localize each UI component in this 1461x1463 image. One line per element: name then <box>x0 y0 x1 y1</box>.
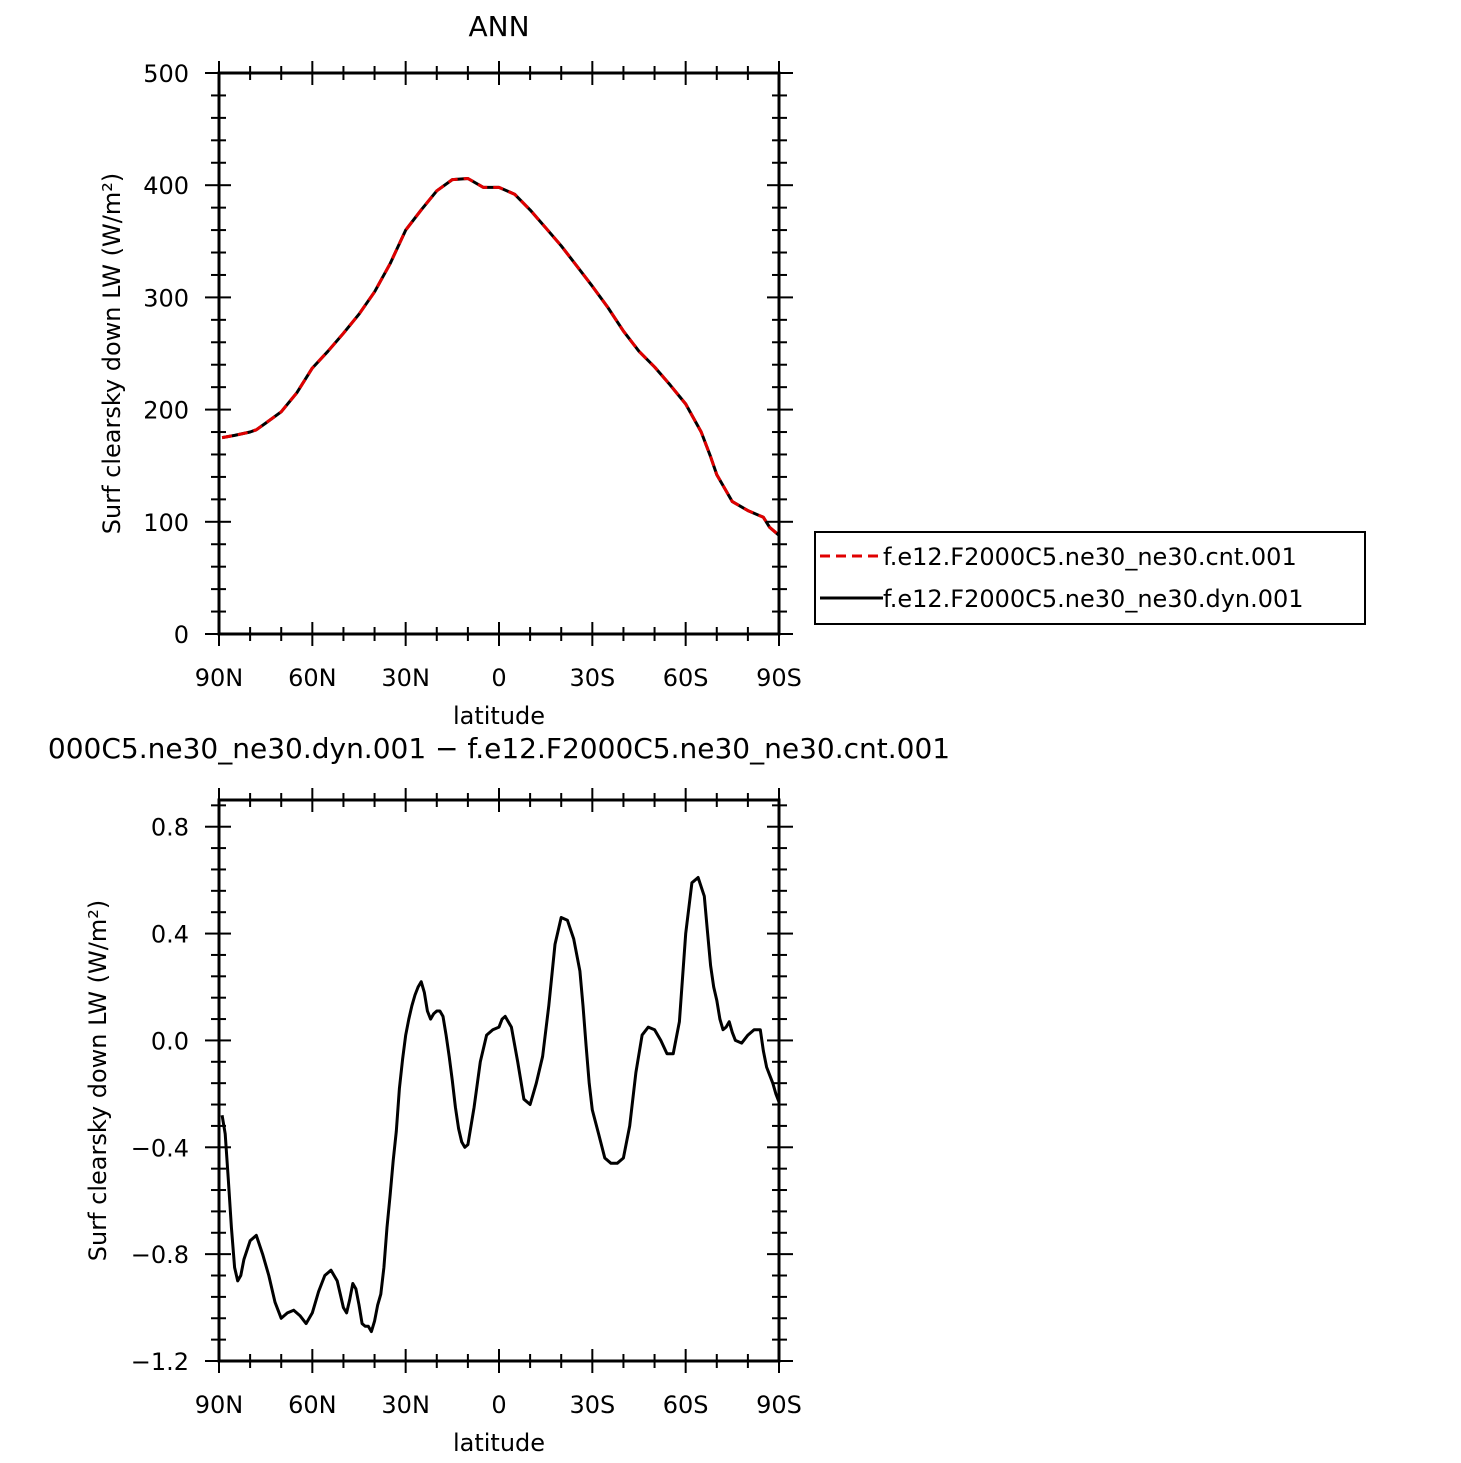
x-tick-label: 90S <box>756 664 802 692</box>
x-tick-label: 90N <box>195 664 244 692</box>
y-tick-label: −0.8 <box>131 1241 189 1269</box>
y-tick-label: 500 <box>143 60 189 88</box>
y-tick-label: −1.2 <box>131 1348 189 1376</box>
x-tick-label: 90N <box>195 1391 244 1419</box>
x-tick-label: 60N <box>288 1391 337 1419</box>
y-axis-title: Surf clearsky down LW (W/m²) <box>84 900 112 1261</box>
series-line-1-0 <box>220 876 781 1334</box>
y-tick-label: 200 <box>143 397 189 425</box>
x-axis-title: latitude <box>453 1429 545 1457</box>
plot-frame-0 <box>217 71 781 636</box>
legend-label-0: f.e12.F2000C5.ne30_ne30.cnt.001 <box>883 543 1297 571</box>
legend-box <box>814 531 1366 625</box>
series-line-0-0 <box>221 177 780 537</box>
y-tick-label: 0 <box>174 621 189 649</box>
x-tick-label: 60S <box>663 664 709 692</box>
x-tick-label: 0 <box>491 664 506 692</box>
x-tick-label: 0 <box>491 1391 506 1419</box>
y-tick-label: 0.4 <box>151 921 189 949</box>
y-axis-title: Surf clearsky down LW (W/m²) <box>98 173 126 534</box>
y-tick-label: 300 <box>143 284 189 312</box>
x-tick-label: 60N <box>288 664 337 692</box>
y-tick-label: 400 <box>143 172 189 200</box>
x-tick-label: 30S <box>569 664 615 692</box>
x-tick-label: 30N <box>381 664 430 692</box>
x-tick-label: 60S <box>663 1391 709 1419</box>
legend: f.e12.F2000C5.ne30_ne30.cnt.001 f.e12.F20… <box>814 531 1366 625</box>
y-tick-label: 0.8 <box>151 814 189 842</box>
plot-title-1: 000C5.ne30_ne30.dyn.001 − f.e12.F2000C5.… <box>48 732 950 765</box>
y-tick-label: 100 <box>143 509 189 537</box>
x-tick-label: 30S <box>569 1391 615 1419</box>
series-line-0-1 <box>221 177 780 537</box>
y-tick-label: −0.4 <box>131 1134 189 1162</box>
x-axis-title: latitude <box>453 702 545 730</box>
chart-top: ANN 90N 60N 30N 0 30S 60S 90S 0 100 200 300 400 500 la… <box>98 10 802 730</box>
plot-frame-1 <box>217 798 781 1363</box>
x-tick-label: 30N <box>381 1391 430 1419</box>
chart-bottom: 000C5.ne30_ne30.dyn.001 − f.e12.F2000C5.… <box>48 732 950 1457</box>
legend-label-1: f.e12.F2000C5.ne30_ne30.dyn.001 <box>883 585 1304 613</box>
y-tick-label: 0.0 <box>151 1027 189 1055</box>
plot-title-0: ANN <box>468 10 529 43</box>
x-tick-label: 90S <box>756 1391 802 1419</box>
